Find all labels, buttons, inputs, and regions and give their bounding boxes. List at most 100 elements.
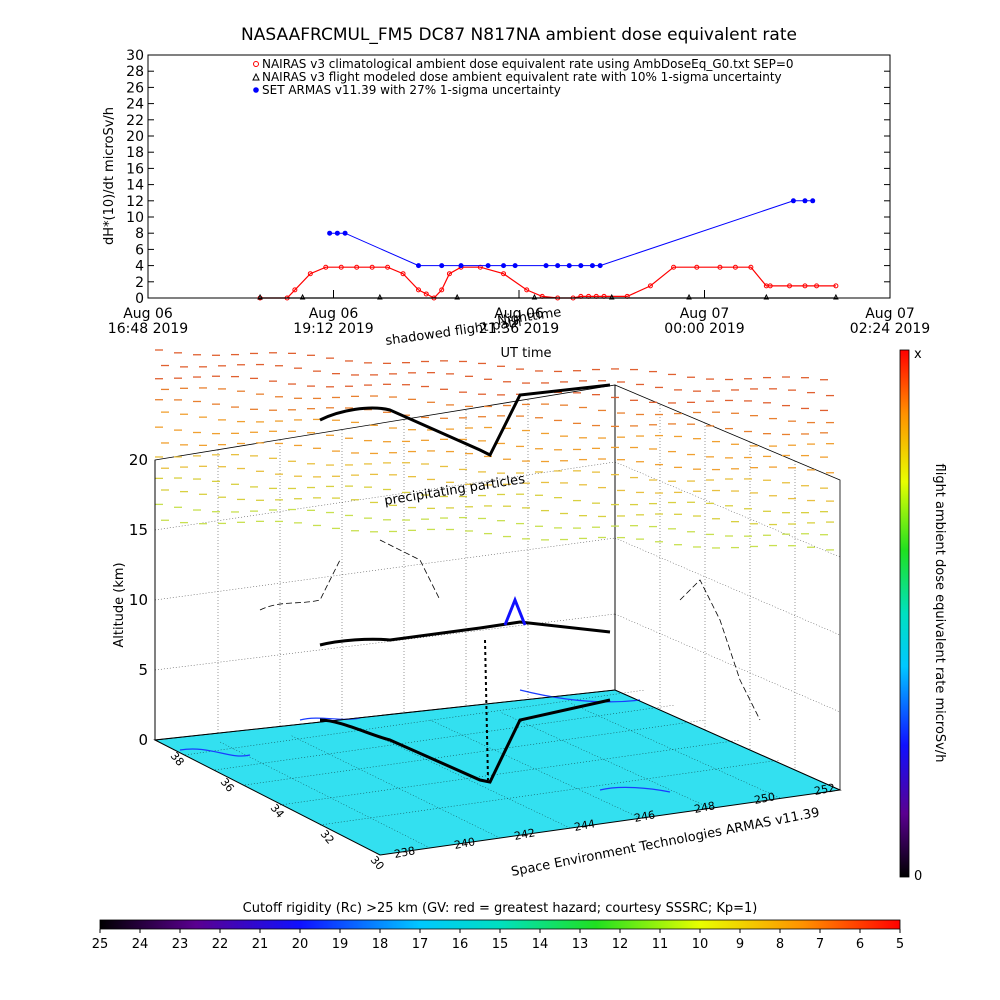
rigidity-tick-label: 18 — [372, 937, 389, 952]
floor-grid — [184, 689, 781, 849]
x-tick-label-line2: 02:24 2019 — [850, 321, 930, 337]
point-nairas-flight — [686, 293, 692, 300]
rigidity-tick-label: 24 — [132, 937, 149, 952]
x-tick-label-line1: Aug 07 — [680, 306, 730, 322]
point-nairas-climatological — [802, 283, 808, 289]
wall-grid — [154, 400, 841, 770]
x-tick-label-line1: Aug 06 — [123, 306, 173, 322]
rigidity-tick-label: 9 — [736, 937, 744, 952]
y-tick-label: 24 — [126, 97, 144, 113]
point-nairas-flight — [299, 293, 306, 300]
point-armas — [543, 263, 549, 269]
lat-tick-label: 30 — [368, 854, 387, 873]
lon-tick-label: 246 — [633, 808, 656, 825]
point-nairas-flight — [763, 293, 770, 300]
point-nairas-climatological — [446, 271, 452, 277]
y-tick-label: 0 — [135, 291, 144, 307]
coastline — [179, 689, 671, 793]
point-armas — [566, 263, 572, 269]
rigidity-tick-label: 8 — [776, 937, 784, 952]
lon-tick-label: 252 — [813, 781, 836, 798]
rigidity-colorbar-ticks: 25 24 23 22 21 20 19 18 17 16 15 14 13 12 11 10 9 8 7 6 5 — [92, 929, 904, 952]
shadowed-flight-path — [319, 698, 611, 784]
legend-marker-nairas-climatological — [253, 61, 259, 67]
lon-tick-label: 242 — [513, 826, 536, 843]
rigidity-tick-label: 11 — [652, 937, 669, 952]
flight-path-top-projection — [319, 383, 611, 458]
top-legend: NAIRAS v3 climatological ambient dose eq… — [252, 57, 794, 97]
rigidity-colorbar-label: Cutoff rigidity (Rc) >25 km (GV: red = g… — [243, 901, 758, 916]
altitude-drop-line — [484, 639, 489, 781]
point-nairas-climatological — [400, 271, 406, 277]
y-tick-label: 20 — [126, 129, 144, 145]
rigidity-colorbar — [99, 919, 901, 930]
point-armas — [458, 263, 464, 269]
point-nairas-climatological — [292, 287, 298, 293]
point-armas — [578, 263, 584, 269]
rigidity-tick-label: 10 — [692, 937, 709, 952]
rigidity-tick-label: 17 — [412, 937, 429, 952]
3d-scene: 0 5 10 15 20 Altitude (km) 238 240 242 244 246 24… — [112, 305, 842, 880]
point-armas — [555, 263, 561, 269]
series-line-0 — [260, 266, 836, 299]
projected-wall-traces — [259, 539, 761, 721]
point-nairas-climatological — [307, 271, 313, 277]
rigidity-tick-label: 5 — [896, 937, 904, 952]
y-tick-label: 26 — [126, 80, 144, 96]
legend-marker-nairas-flight — [252, 72, 260, 81]
top-y-axis-label: dH*(10)/dt microSv/h — [102, 107, 117, 245]
z-tick-label: 15 — [129, 521, 148, 539]
dose-colorbar — [899, 349, 910, 878]
point-armas — [485, 263, 491, 269]
point-nairas-flight — [454, 293, 460, 300]
precipitating-particles-field — [155, 349, 834, 551]
longitude-axis-ticks: 238 240 242 244 246 248 250 252 — [393, 781, 836, 861]
point-armas — [597, 263, 603, 269]
point-nairas-climatological — [501, 271, 507, 277]
lon-tick-label: 248 — [693, 799, 716, 816]
point-nairas-climatological — [354, 264, 360, 270]
chart-title: NASAAFRCMUL_FM5 DC87 N817NA ambient dose… — [241, 25, 797, 45]
top-series-group — [257, 198, 839, 301]
z-tick-label: 20 — [129, 451, 148, 469]
legend-entry: SET ARMAS v11.39 with 27% 1-sigma uncert… — [262, 83, 561, 97]
x-tick-label-line2: 21:36 2019 — [479, 321, 559, 337]
point-nairas-flight — [531, 293, 538, 300]
point-nairas-flight — [377, 293, 383, 300]
point-nairas-climatological — [814, 283, 820, 289]
rigidity-tick-label: 23 — [172, 937, 189, 952]
x-tick-label-line2: 16:48 2019 — [108, 321, 188, 337]
rigidity-tick-label: 25 — [92, 937, 109, 952]
legend-entry: NAIRAS v3 climatological ambient dose eq… — [262, 57, 794, 71]
rigidity-tick-label: 20 — [292, 937, 309, 952]
rigidity-tick-label: 22 — [212, 937, 229, 952]
y-tick-label: 22 — [126, 113, 144, 129]
point-armas — [416, 263, 422, 269]
z-tick-label: 10 — [129, 591, 148, 609]
rigidity-tick-label: 16 — [452, 937, 469, 952]
x-tick-label-line2: 00:00 2019 — [664, 321, 744, 337]
x-tick-label-line1: Aug 07 — [865, 306, 915, 322]
back-wall-right — [614, 384, 841, 791]
point-nairas-climatological — [647, 283, 653, 289]
dose-colorbar-top-label: x — [914, 347, 922, 362]
point-nairas-climatological — [338, 264, 344, 270]
point-nairas-climatological — [671, 264, 677, 270]
rigidity-tick-label: 13 — [572, 937, 589, 952]
point-nairas-climatological — [369, 264, 375, 270]
x-tick-label-line1: Aug 06 — [494, 306, 544, 322]
y-tick-label: 10 — [126, 210, 144, 226]
y-tick-label: 16 — [126, 161, 144, 177]
point-nairas-climatological — [732, 264, 738, 270]
point-armas — [342, 230, 348, 236]
lon-tick-label: 240 — [453, 835, 476, 852]
lon-tick-label: 244 — [573, 817, 596, 834]
point-nairas-climatological — [694, 264, 700, 270]
rigidity-tick-label: 19 — [332, 937, 349, 952]
rigidity-tick-label: 12 — [612, 937, 629, 952]
point-armas — [512, 263, 518, 269]
point-armas — [790, 198, 796, 204]
point-armas — [589, 263, 595, 269]
